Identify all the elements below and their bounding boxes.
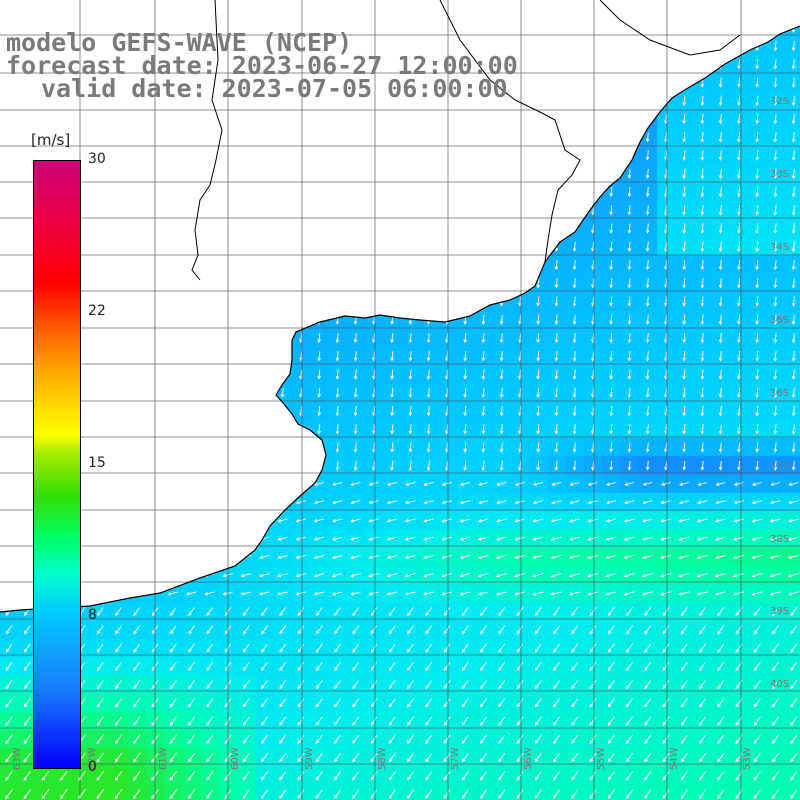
lon-label: 61W bbox=[158, 747, 169, 770]
model-title: modelo GEFS-WAVE (NCEP) bbox=[6, 28, 353, 57]
lon-label: 59W bbox=[304, 747, 315, 770]
lon-label: 55W bbox=[596, 747, 607, 770]
lat-label: 37S bbox=[770, 461, 789, 472]
lon-label: 63W bbox=[12, 747, 23, 770]
colorbar-tick-0: 0 bbox=[88, 759, 97, 775]
colorbar-tick-15: 15 bbox=[88, 455, 106, 471]
colorbar bbox=[33, 160, 81, 769]
forecast-date: forecast date: 2023-06-27 12:00:00 bbox=[6, 51, 518, 80]
colorbar-tick-22: 22 bbox=[88, 303, 106, 319]
lon-label: 57W bbox=[450, 747, 461, 770]
colorbar-tick-8: 8 bbox=[88, 607, 97, 623]
lat-label: 35S bbox=[770, 315, 789, 326]
lon-label: 54W bbox=[669, 747, 680, 770]
lat-label: 32S bbox=[770, 96, 789, 107]
lat-label: 38S bbox=[770, 534, 789, 545]
lon-label: 60W bbox=[230, 747, 241, 770]
lat-label: 40S bbox=[770, 679, 789, 690]
lat-label: 33S bbox=[770, 169, 789, 180]
brazil-uruguay-border bbox=[439, 0, 581, 263]
lat-label: 34S bbox=[770, 242, 789, 253]
colorbar-tick-30: 30 bbox=[88, 151, 106, 167]
lagoon-outline bbox=[599, 0, 741, 56]
lat-label: 39S bbox=[770, 606, 789, 617]
lon-label: 56W bbox=[523, 747, 534, 770]
uruguay-river-border bbox=[191, 0, 223, 281]
colorbar-unit-label: [m/s] bbox=[31, 131, 71, 149]
valid-date: valid date: 2023-07-05 06:00:00 bbox=[41, 74, 508, 103]
lat-label: 36S bbox=[770, 388, 789, 399]
lon-label: 53W bbox=[742, 747, 753, 770]
lon-label: 62W bbox=[87, 747, 98, 770]
coastline bbox=[0, 25, 800, 613]
lon-label: 58W bbox=[377, 747, 388, 770]
